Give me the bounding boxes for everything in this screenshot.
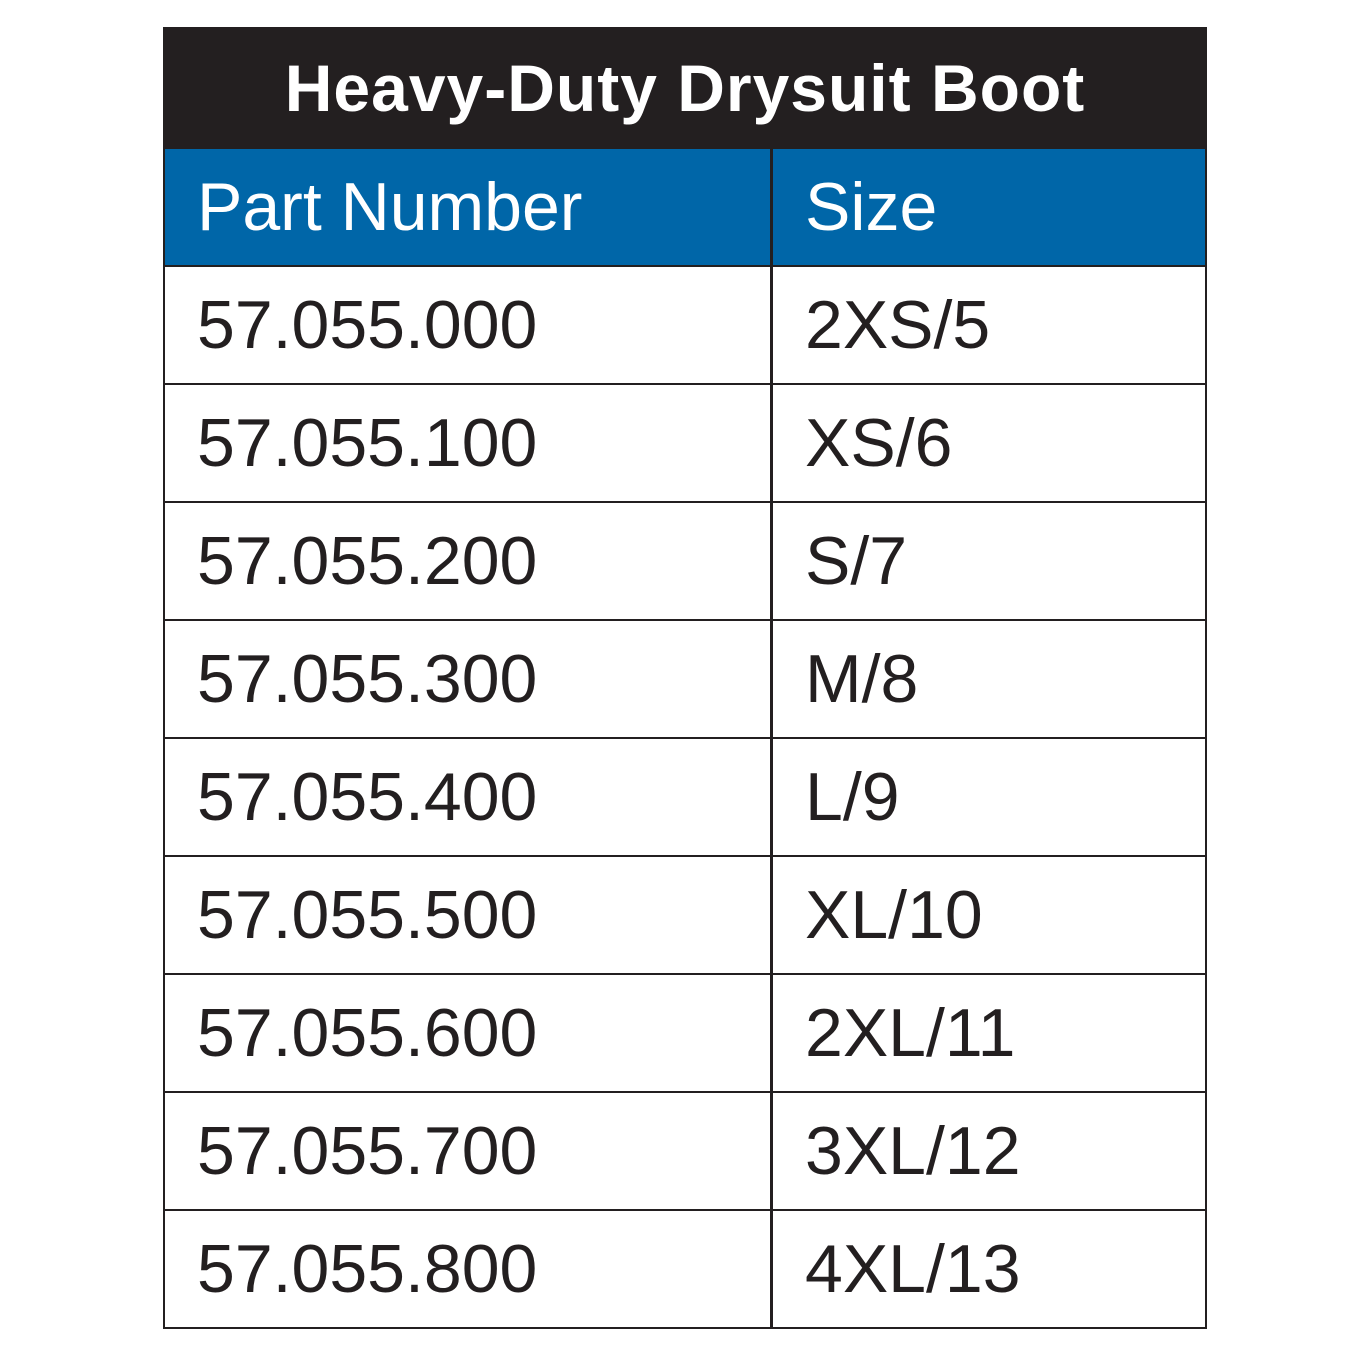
- table-body: 57.055.000 2XS/5 57.055.100 XS/6 57.055.200 S…: [165, 265, 1205, 1327]
- part-number-cell: 57.055.700: [165, 1093, 773, 1209]
- size-cell: S/7: [805, 523, 908, 599]
- part-number-cell: 57.055.400: [165, 739, 773, 855]
- size-cell: 2XS/5: [805, 287, 991, 363]
- part-number-cell: 57.055.100: [165, 385, 773, 501]
- table-row: 57.055.800 4XL/13: [165, 1209, 1205, 1327]
- size-cell: 2XL/11: [805, 995, 1016, 1071]
- table-row: 57.055.400 L/9: [165, 737, 1205, 855]
- part-number-cell: 57.055.500: [165, 857, 773, 973]
- table-row: 57.055.200 S/7: [165, 501, 1205, 619]
- part-number-cell: 57.055.600: [165, 975, 773, 1091]
- header-size: Size: [805, 169, 938, 245]
- part-number-cell: 57.055.000: [165, 267, 773, 383]
- part-number-cell: 57.055.800: [165, 1211, 773, 1327]
- size-cell: 4XL/13: [805, 1231, 1021, 1307]
- size-table: Heavy-Duty Drysuit Boot Part Number Size…: [163, 27, 1207, 1329]
- table-row: 57.055.100 XS/6: [165, 383, 1205, 501]
- table-row: 57.055.300 M/8: [165, 619, 1205, 737]
- part-number-cell: 57.055.300: [165, 621, 773, 737]
- part-number-cell: 57.055.200: [165, 503, 773, 619]
- size-cell: L/9: [805, 759, 900, 835]
- table-title: Heavy-Duty Drysuit Boot: [165, 29, 1205, 147]
- table-row: 57.055.700 3XL/12: [165, 1091, 1205, 1209]
- header-part-number: Part Number: [165, 149, 773, 265]
- table-row: 57.055.600 2XL/11: [165, 973, 1205, 1091]
- size-cell: XL/10: [805, 877, 983, 953]
- table-row: 57.055.000 2XS/5: [165, 265, 1205, 383]
- size-cell: M/8: [805, 641, 919, 717]
- size-cell: 3XL/12: [805, 1113, 1021, 1189]
- table-row: 57.055.500 XL/10: [165, 855, 1205, 973]
- header-row: Part Number Size: [165, 147, 1205, 265]
- size-cell: XS/6: [805, 405, 953, 481]
